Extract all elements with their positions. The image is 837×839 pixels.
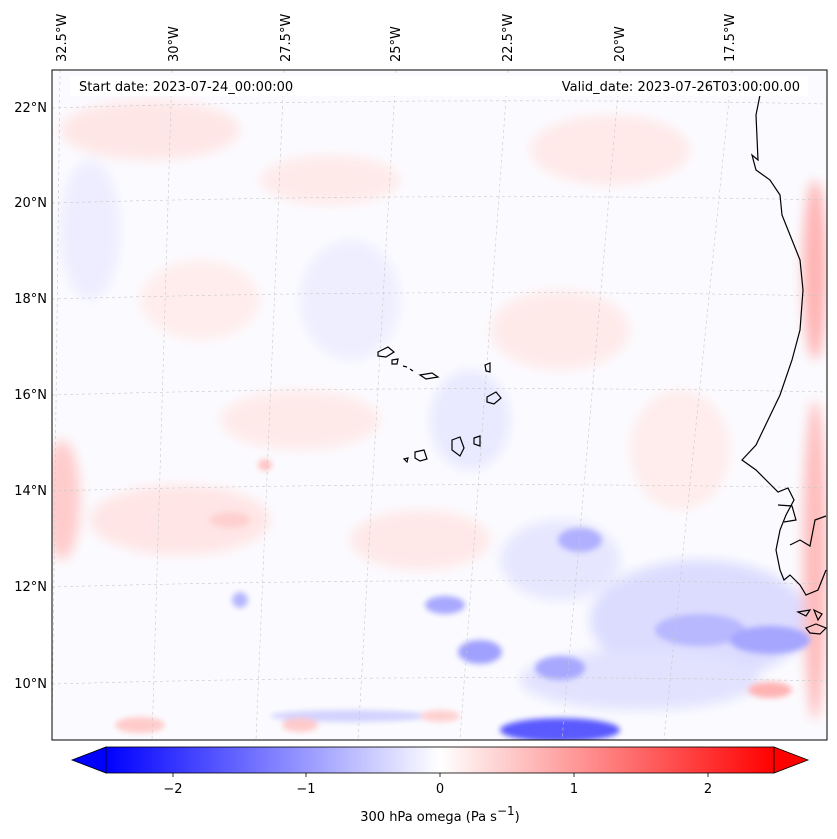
lat-label: 16°N [14,388,47,403]
lat-label: 22°N [14,101,47,116]
gridlines [52,70,827,740]
lon-label: 17.5°W [723,14,738,62]
start-date-label: Start date: 2023-07-24_00:00:00 [79,80,293,95]
lat-label: 18°N [14,292,47,307]
cape-verde-islands [377,346,502,464]
colorbar-tick-label: 2 [704,782,712,797]
map-frame [51,69,828,741]
colorbar: −2 −1 0 1 2 300 hPa omega (Pa s−1) [70,746,810,825]
colorbar-label: 300 hPa omega (Pa s−1) [360,804,519,825]
coastlines [377,81,827,635]
lon-label: 27.5°W [279,14,294,62]
colorbar-label-sup: −1 [497,804,515,818]
africa-coastline [741,81,827,596]
colorbar-body [105,746,775,774]
valid-date-label: Valid_date: 2023-07-26T03:00:00.00 [562,80,800,95]
colorbar-tick-label: −2 [163,782,182,797]
lat-label: 12°N [14,580,47,595]
lat-label: 20°N [14,196,47,211]
date-banner [70,76,808,96]
map-area: Start date: 2023-07-24_00:00:00 Valid_da… [51,69,828,741]
omega-field [52,100,827,740]
lon-label: 32.5°W [55,14,70,62]
colorbar-extend-left [70,746,107,774]
latitude-labels: 22°N 20°N 18°N 16°N 14°N 12°N 10°N [14,101,47,692]
lon-label: 20°W [613,26,628,62]
longitude-labels: 32.5°W 30°W 27.5°W 25°W 22.5°W 20°W 17.5… [55,14,738,62]
lat-label: 14°N [14,484,47,499]
lon-label: 30°W [167,26,182,62]
lon-label: 22.5°W [501,14,516,62]
colorbar-label-close: ) [515,810,520,825]
colorbar-label-text: 300 hPa omega (Pa s [360,810,497,825]
colorbar-tick-label: −1 [296,782,315,797]
lat-label: 10°N [14,677,47,692]
lon-label: 25°W [389,26,404,62]
colorbar-tick-label: 1 [570,782,578,797]
colorbar-tick-label: 0 [436,782,444,797]
colorbar-ticks [172,773,709,777]
colorbar-extend-right [773,746,810,774]
